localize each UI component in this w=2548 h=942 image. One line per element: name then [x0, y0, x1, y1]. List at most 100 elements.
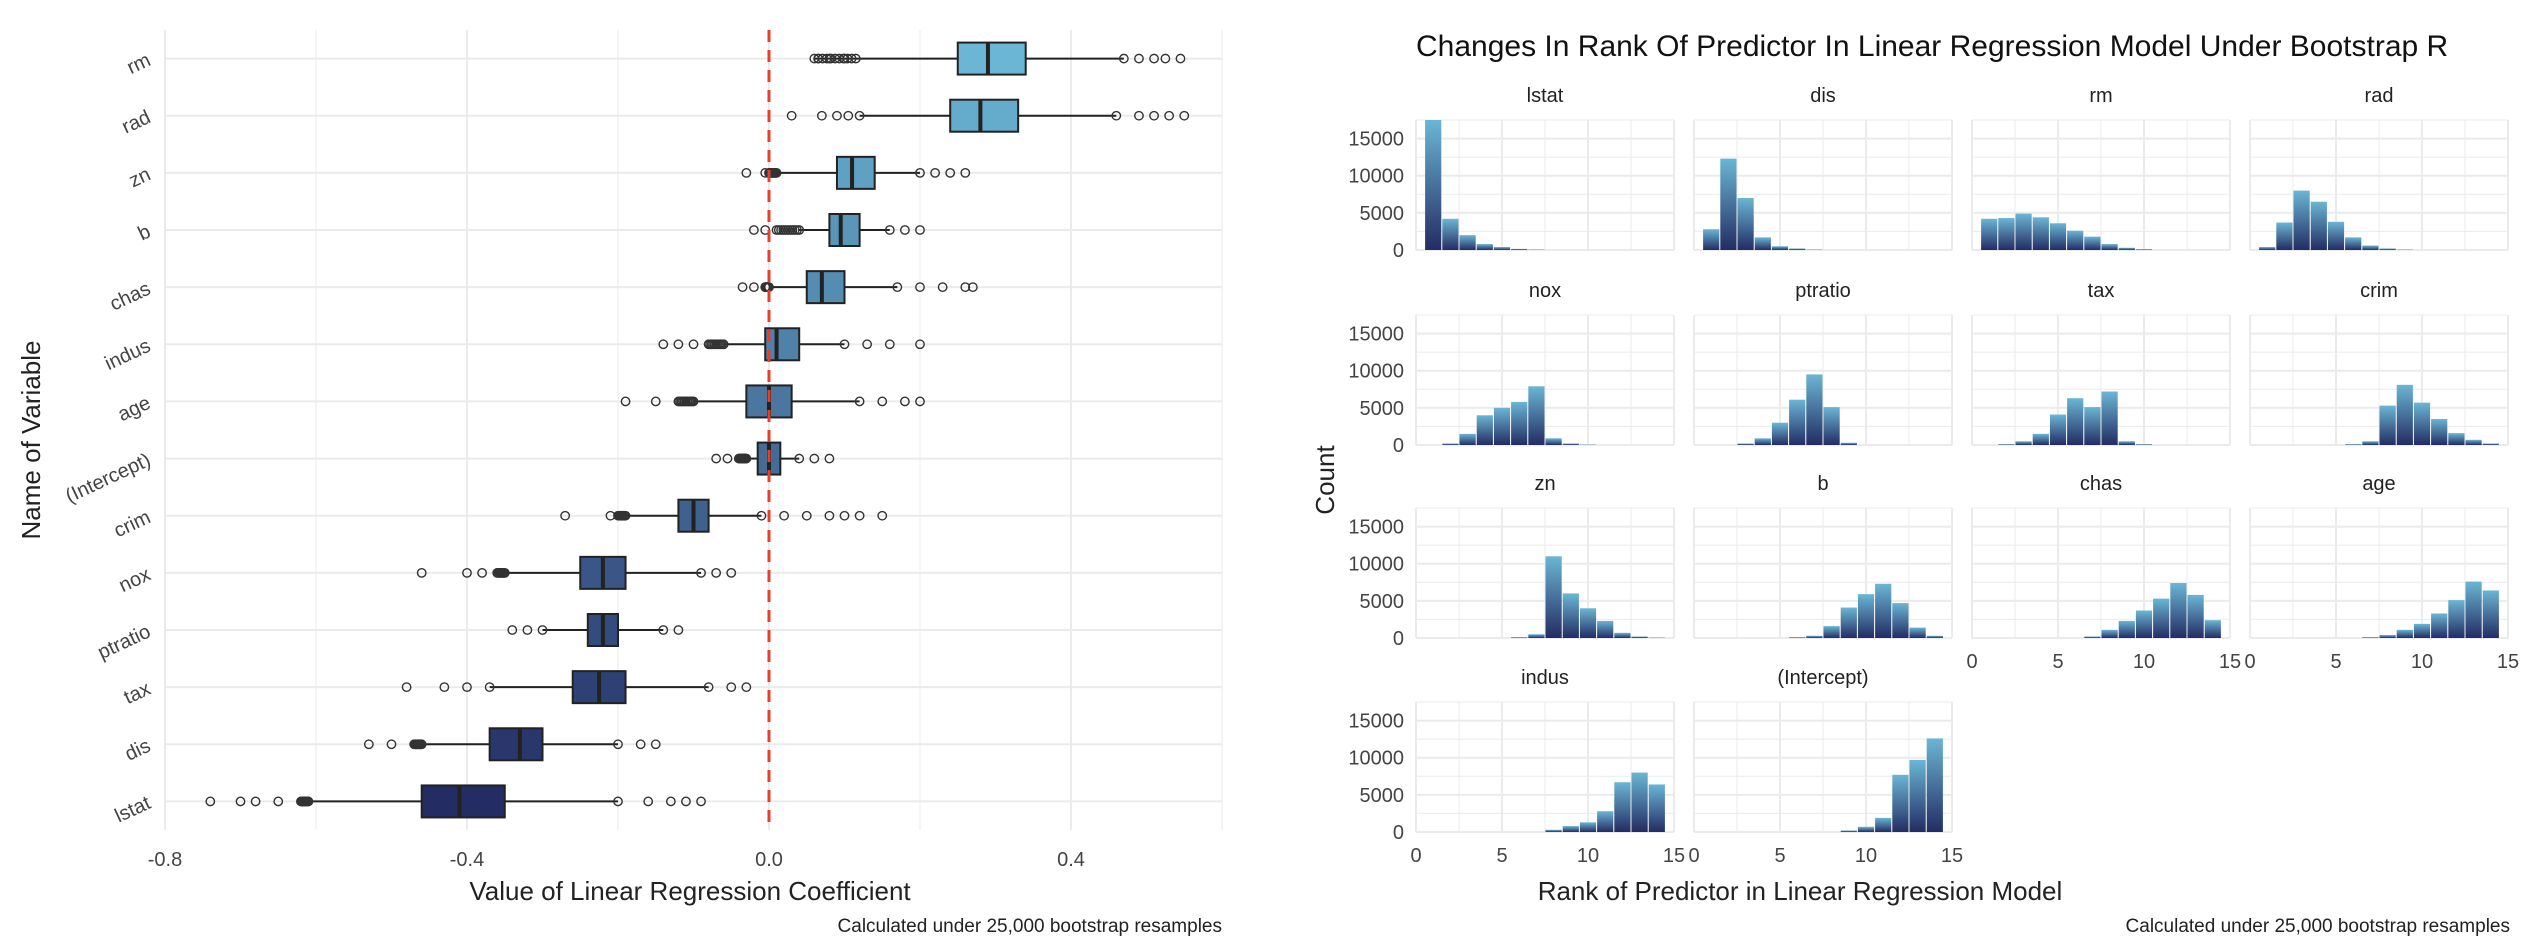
facet-label: rad: [2365, 85, 2394, 107]
left-y-tick-label: crim: [111, 506, 155, 542]
left-y-tick-label: lstat: [112, 792, 155, 828]
histogram-bar: [1631, 636, 1648, 638]
outlier-point: [960, 282, 971, 293]
histogram-bar: [2135, 249, 2153, 250]
outlier-point: [884, 225, 895, 235]
outlier-point: [854, 110, 865, 121]
outlier-point: [499, 567, 510, 578]
outlier-point: [665, 796, 676, 807]
facet-dis: dis: [1693, 85, 1953, 251]
histogram-bar: [1754, 237, 1771, 250]
box-lstat: [205, 784, 706, 819]
right-title: Changes In Rank Of Predictor In Linear R…: [1416, 30, 2448, 63]
histogram-bar: [2101, 244, 2118, 250]
outlier-point: [401, 682, 412, 693]
outlier-point: [741, 682, 752, 693]
histogram-bar: [1597, 620, 1614, 638]
histogram-bar: [1754, 438, 1771, 445]
box: [956, 41, 1027, 76]
box: [835, 155, 876, 190]
histogram-bar: [2067, 398, 2084, 445]
histogram-bar: [1579, 822, 1597, 832]
histogram-bar: [2084, 407, 2101, 445]
box: [949, 98, 1020, 133]
coefficient-boxplot-chart: -0.8 -0.4 0.0 0.4 rm rad zn b chas indus age (Inter…: [16, 30, 1223, 937]
histogram-bar: [1892, 774, 1909, 832]
outlier-point: [273, 796, 284, 807]
box: [805, 270, 846, 305]
histogram-bar: [1720, 158, 1737, 250]
histogram-bar: [1511, 637, 1528, 638]
outlier-point: [416, 567, 427, 578]
outlier-point: [658, 339, 669, 350]
outlier-point: [960, 167, 971, 178]
left-ylabel: Name of Variable: [16, 341, 46, 540]
histogram-bar: [1909, 759, 1926, 832]
facet-label: nox: [1529, 280, 1561, 302]
facet-x-tick-label: 5: [2330, 651, 2341, 673]
histogram-bar: [1459, 235, 1476, 250]
facet-zn: zn 0 5000 10000 15000: [1348, 473, 1675, 650]
box: [488, 727, 544, 762]
facet-rm: rm: [1971, 85, 2231, 251]
facet-x-tick-label: 5: [2052, 651, 2063, 673]
histogram-bar: [1459, 433, 1476, 445]
box-rad: [786, 98, 1190, 133]
outlier-point: [386, 739, 397, 750]
box-ptratio: [507, 613, 684, 647]
outlier-point: [862, 339, 873, 350]
facet-x-tick-label: 10: [1577, 845, 1599, 867]
outlier-point: [613, 796, 623, 807]
outlier-point: [522, 625, 533, 635]
histogram-bar: [1909, 627, 1926, 638]
histogram-bar: [2118, 441, 2135, 445]
outlier-point: [620, 396, 631, 407]
histogram-bar: [1806, 635, 1823, 638]
facet-x-tick-label: 0: [2244, 651, 2255, 673]
histogram-bar: [2431, 419, 2448, 445]
histogram-bar: [2293, 190, 2310, 250]
outlier-point: [711, 567, 722, 578]
left-y-tick-label: rm: [124, 49, 154, 79]
outlier-point: [718, 339, 729, 350]
histogram-bar: [1857, 594, 1875, 638]
outlier-point: [635, 739, 646, 750]
facet-label: lstat: [1527, 85, 1564, 107]
facet-x-tick-label: 15: [2219, 651, 2241, 673]
facet-x-tick-label: 0: [1966, 651, 1977, 673]
outlier-point: [462, 567, 472, 578]
histogram-bar: [2049, 414, 2067, 445]
outlier-point: [1134, 110, 1144, 121]
histogram-bar: [2084, 236, 2101, 250]
outlier-point: [650, 396, 661, 407]
facet-label: crim: [2360, 280, 2398, 302]
histogram-bar: [1528, 634, 1545, 638]
outlier-point: [613, 739, 623, 750]
facet-label: chas: [2080, 473, 2122, 495]
outlier-point: [722, 453, 733, 464]
facet-(Intercept): (Intercept) 0 5 10 15: [1688, 667, 1963, 867]
histogram-bar: [2032, 217, 2049, 250]
outlier-point: [235, 796, 246, 807]
outlier-point: [839, 510, 850, 521]
left-y-tick-label: b: [135, 221, 154, 246]
histogram-bar: [1703, 229, 1720, 250]
facet-y-tick-label: 10000: [1348, 361, 1404, 383]
facet-y-tick-label: 15000: [1348, 711, 1404, 733]
outlier-point: [801, 510, 812, 521]
histogram-bar: [2379, 248, 2396, 250]
left-y-tick-label: chas: [107, 278, 155, 316]
histogram-bar: [1648, 784, 1665, 832]
histogram-bar: [2084, 636, 2101, 638]
left-x-tick-label: -0.4: [450, 849, 484, 871]
outlier-point: [850, 53, 861, 64]
box: [764, 327, 801, 362]
histogram-bar: [1737, 198, 1754, 250]
outlier-point: [816, 110, 827, 121]
box: [828, 213, 861, 247]
histogram-bar: [1476, 415, 1493, 445]
histogram-bar: [1998, 444, 2015, 445]
facet-x-tick-label: 0: [1688, 845, 1699, 867]
outlier-point: [741, 453, 752, 464]
